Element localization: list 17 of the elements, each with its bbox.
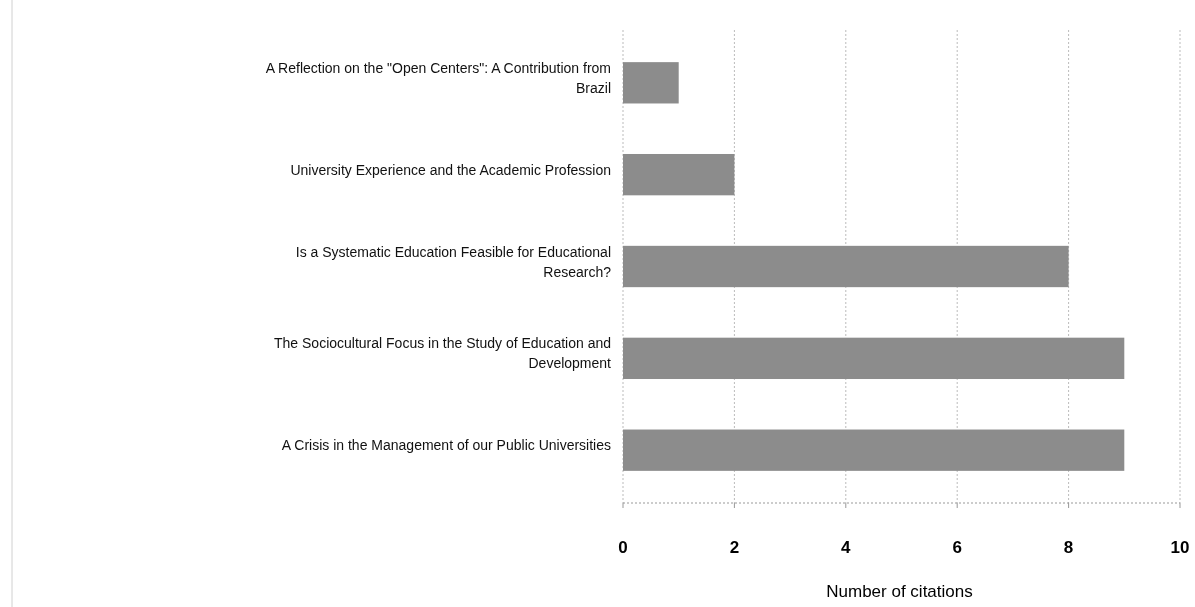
y-tick-label: The Sociocultural Focus in the Study of Education and Development bbox=[274, 335, 612, 372]
bar bbox=[623, 245, 1069, 288]
y-tick-label: A Crisis in the Management of our Public Universities bbox=[281, 437, 611, 454]
x-tick-label: 0 bbox=[618, 538, 628, 557]
x-tick-label: 2 bbox=[729, 538, 740, 557]
bar bbox=[623, 337, 1125, 380]
bar bbox=[623, 62, 679, 104]
y-tick-label: A Reflection on the "Open Centers": A Contribution from Brazil bbox=[265, 59, 611, 96]
x-axis-title: Number of citations bbox=[826, 582, 973, 601]
x-tick-label: 8 bbox=[1063, 538, 1074, 557]
bar bbox=[623, 429, 1125, 471]
x-tick-label: 10 bbox=[1170, 538, 1190, 557]
y-tick-label: Is a Systematic Education Feasible for Educational Research? bbox=[295, 243, 612, 280]
bar bbox=[623, 153, 735, 196]
x-tick-label: 6 bbox=[952, 538, 962, 557]
y-tick-label: University Experience and the Academic Profession bbox=[290, 161, 611, 178]
x-tick-label: 4 bbox=[841, 538, 852, 557]
